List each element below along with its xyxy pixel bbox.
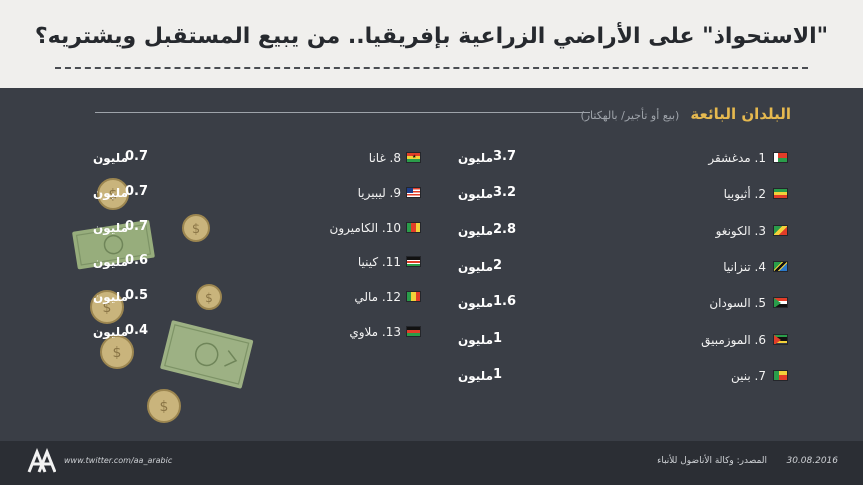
value-label: 0.5 bbox=[125, 288, 149, 304]
coin-icon: $ bbox=[97, 178, 129, 210]
value-label: 3.7 bbox=[493, 149, 517, 164]
country-name: 9. ليبيريا bbox=[357, 185, 401, 200]
date-label: 30.08.2016 bbox=[786, 456, 838, 466]
svg-text:$: $ bbox=[109, 187, 118, 203]
value-label: 2.8 bbox=[493, 221, 517, 237]
country-name: 11. كينيا bbox=[357, 255, 401, 270]
unit-label: مليون bbox=[93, 290, 128, 305]
country-name: 8. غانا bbox=[368, 151, 401, 165]
coin-icon: $ bbox=[100, 335, 134, 369]
mali-flag-icon bbox=[406, 291, 421, 303]
value-label: 0.7 bbox=[125, 183, 149, 199]
mozambique-flag-icon bbox=[773, 333, 788, 345]
unit-label: مليون bbox=[93, 255, 128, 270]
unit-label: مليون bbox=[93, 151, 128, 165]
country-name: 1. مدغشقر bbox=[708, 151, 766, 165]
table-row: 9. ليبيريا 0.7 مليون bbox=[0, 184, 863, 204]
dashed-divider bbox=[55, 67, 808, 69]
table-row: 11. كينيا 0.6 مليون bbox=[0, 253, 863, 273]
unit-label: مليون bbox=[458, 332, 493, 347]
benin-flag-icon bbox=[773, 369, 788, 381]
footer bbox=[0, 441, 863, 485]
table-row: 2. أثيوبيا 3.2 مليون bbox=[0, 185, 863, 205]
table-row: 5. السودان 1.6 مليون bbox=[0, 294, 863, 314]
sudan-flag-icon bbox=[773, 297, 788, 309]
madagascar-flag-icon bbox=[773, 152, 788, 163]
country-name: 10. الكاميرون bbox=[329, 220, 401, 235]
country-name: 2. أثيوبيا bbox=[723, 187, 766, 202]
table-row: 13. ملاوي 0.4 مليون bbox=[0, 323, 863, 343]
table-row: 12. مالي 0.5 مليون bbox=[0, 288, 863, 308]
twitter-link[interactable]: www.twitter.com/aa_arabic bbox=[64, 456, 173, 465]
banknote-icon bbox=[160, 320, 254, 389]
unit-label: مليون bbox=[458, 187, 493, 202]
svg-text:$: $ bbox=[113, 345, 122, 361]
svg-text:$: $ bbox=[192, 222, 200, 237]
aa-logo-icon bbox=[27, 448, 56, 473]
table-row: 4. تنزانيا 2 مليون bbox=[0, 258, 863, 278]
country-name: 3. الكونغو bbox=[715, 223, 766, 238]
liberia-flag-icon bbox=[406, 186, 421, 198]
country-name: 7. بنين bbox=[731, 368, 766, 383]
svg-text:$: $ bbox=[160, 399, 169, 415]
country-name: 5. السودان bbox=[709, 296, 766, 311]
svg-text:$: $ bbox=[103, 300, 112, 316]
section-rule bbox=[95, 112, 590, 113]
unit-label: مليون bbox=[458, 223, 493, 238]
value-label: 0.7 bbox=[125, 149, 149, 164]
value-label: 1.6 bbox=[493, 294, 517, 310]
page-title: "الاستحواذ" على الأراضي الزراعية بإفريقي… bbox=[34, 24, 829, 49]
section-title: البلدان البائعة bbox=[690, 105, 791, 123]
value-label: 2 bbox=[493, 257, 503, 273]
source-note: المصدر: وكالة الأناضول للأنباء bbox=[657, 456, 767, 466]
coin-icon: $ bbox=[196, 284, 222, 310]
value-label: 0.6 bbox=[125, 253, 149, 269]
kenya-flag-icon bbox=[406, 256, 421, 268]
unit-label: مليون bbox=[458, 368, 493, 383]
svg-text:$: $ bbox=[205, 291, 213, 305]
value-label: 1 bbox=[493, 366, 503, 382]
value-label: 0.4 bbox=[125, 323, 149, 338]
unit-label: مليون bbox=[93, 185, 128, 200]
unit-label: مليون bbox=[458, 259, 493, 274]
coin-icon: $ bbox=[147, 389, 181, 423]
table-row: 3. الكونغو 2.8 مليون bbox=[0, 222, 863, 242]
table-row: 7. بنين 1 مليون bbox=[0, 367, 863, 387]
cameroon-flag-icon bbox=[406, 221, 421, 233]
table-row: 10. الكاميرون 0.7 مليون bbox=[0, 219, 863, 239]
unit-label: مليون bbox=[458, 151, 493, 165]
coin-icon: $ bbox=[90, 290, 124, 324]
table-row: 1. مدغشقر 3.7 مليون bbox=[0, 149, 863, 169]
value-label: 1 bbox=[493, 330, 503, 346]
section-subtitle: (بيع أو تأجير/ بالهكتار) bbox=[580, 109, 680, 122]
table-row: 6. الموزمبيق 1 مليون bbox=[0, 331, 863, 351]
unit-label: مليون bbox=[458, 296, 493, 311]
country-name: 12. مالي bbox=[354, 290, 401, 305]
country-name: 4. تنزانيا bbox=[723, 259, 766, 274]
section-heading: البلدان البائعة (بيع أو تأجير/ بالهكتار) bbox=[580, 104, 791, 123]
unit-label: مليون bbox=[93, 220, 128, 235]
ethiopia-flag-icon bbox=[773, 188, 788, 200]
banknote-icon bbox=[72, 220, 155, 270]
table-row: 8. غانا ★ 0.7 مليون bbox=[0, 149, 863, 169]
country-name: 13. ملاوي bbox=[349, 325, 401, 339]
malawi-flag-icon bbox=[406, 326, 421, 337]
header: "الاستحواذ" على الأراضي الزراعية بإفريقي… bbox=[0, 0, 863, 88]
value-label: 3.2 bbox=[493, 185, 517, 201]
coin-icon: $ bbox=[182, 214, 210, 242]
value-label: 0.7 bbox=[125, 218, 149, 234]
unit-label: مليون bbox=[93, 325, 128, 339]
congo-flag-icon bbox=[773, 224, 788, 236]
country-name: 6. الموزمبيق bbox=[701, 332, 766, 347]
ghana-flag-icon: ★ bbox=[406, 152, 421, 163]
tanzania-flag-icon bbox=[773, 260, 788, 272]
